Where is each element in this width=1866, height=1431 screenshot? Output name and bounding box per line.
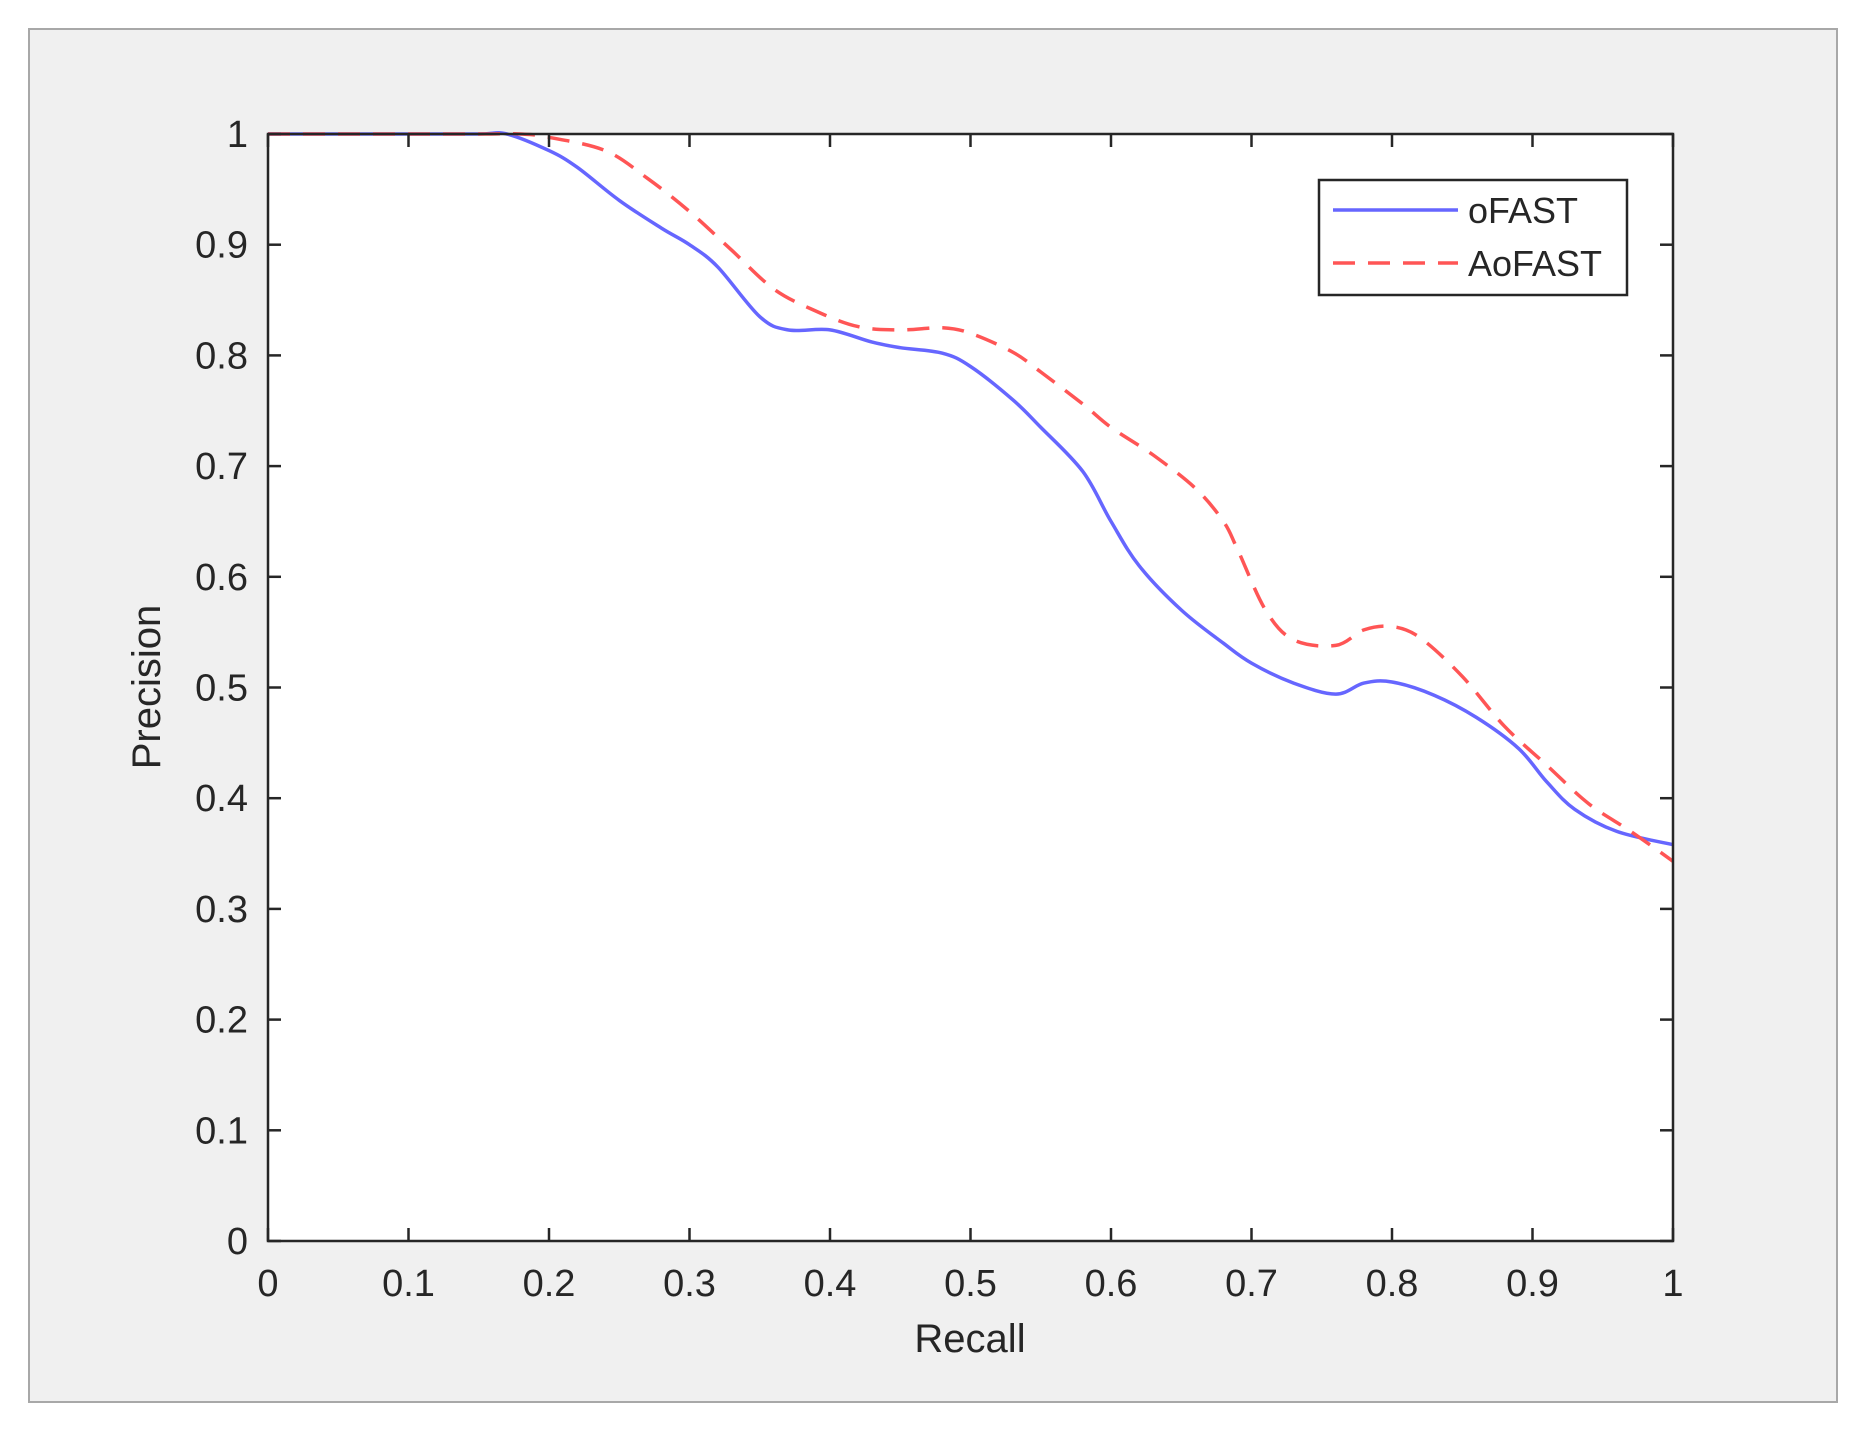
legend-label-ofast: oFAST — [1468, 190, 1578, 231]
figure-window: 0 0.1 0.2 0.3 0.4 0.5 0.6 0.7 0.8 0.9 1 0 0.1 0.2 0.3 0… — [28, 28, 1838, 1403]
legend: oFAST AoFAST — [1317, 178, 1629, 297]
x-tick-label: 0.6 — [1085, 1263, 1138, 1305]
y-tick-label: 0.3 — [195, 889, 248, 931]
y-axis-label: Precision — [125, 605, 169, 770]
x-tick-label: 0.8 — [1366, 1263, 1419, 1305]
x-tick-label: 0.2 — [523, 1263, 576, 1305]
y-tick-label: 0.1 — [195, 1110, 248, 1152]
series-line-aofast — [267, 131, 1675, 863]
x-tick-label: 0.7 — [1225, 1263, 1278, 1305]
line-chart: 0 0.1 0.2 0.3 0.4 0.5 0.6 0.7 0.8 0.9 1 0 0.1 0.2 0.3 0… — [125, 114, 1684, 1361]
tick-layer: 0 0.1 0.2 0.3 0.4 0.5 0.6 0.7 0.8 0.9 1 0 0.1 0.2 0.3 0… — [195, 114, 1683, 1305]
series-layer — [267, 131, 1675, 863]
y-tick-label: 0 — [227, 1221, 248, 1263]
x-tick-label: 1 — [1662, 1263, 1683, 1305]
legend-box — [1317, 178, 1629, 297]
y-tick-label: 0.8 — [195, 335, 248, 377]
y-tick-label: 0.6 — [195, 557, 248, 599]
x-tick-label: 0.5 — [944, 1263, 997, 1305]
series-line-ofast — [267, 131, 1674, 847]
y-tick-label: 1 — [227, 114, 248, 156]
x-tick-label: 0.9 — [1506, 1263, 1559, 1305]
y-tick-label: 0.9 — [195, 225, 248, 267]
y-tick-label: 0.7 — [195, 446, 248, 488]
x-tick-label: 0.1 — [382, 1263, 435, 1305]
x-tick-label: 0 — [257, 1263, 278, 1305]
x-axis-label: Recall — [914, 1317, 1025, 1361]
legend-label-aofast: AoFAST — [1468, 243, 1602, 284]
y-tick-label: 0.4 — [195, 778, 248, 820]
plot-area — [268, 134, 1673, 1241]
y-tick-label: 0.2 — [195, 1000, 248, 1042]
y-tick-label: 0.5 — [195, 668, 248, 710]
x-tick-label: 0.4 — [804, 1263, 857, 1305]
x-tick-label: 0.3 — [663, 1263, 716, 1305]
